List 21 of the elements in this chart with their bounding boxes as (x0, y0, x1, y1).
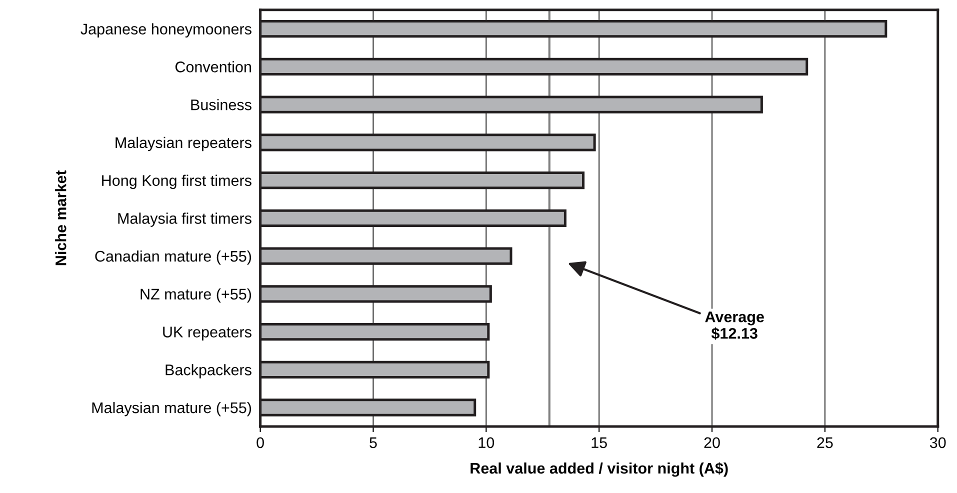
y-axis-title: Niche market (55, 170, 66, 266)
y-tick-label: NZ mature (+55) (140, 288, 252, 303)
x-tick-label: 10 (478, 437, 494, 448)
x-axis-title: Real value added / visitor night (A$) (470, 462, 728, 477)
y-tick-label: Malaysian mature (+55) (92, 402, 252, 416)
y-tick-label: Canadian mature (+55) (95, 250, 252, 265)
y-tick-label: Malaysian repeaters (116, 136, 252, 152)
annotation: Average $12.13 (705, 312, 764, 340)
y-tick-label: UK repeaters (163, 326, 252, 340)
y-tick-label: Convention (175, 61, 251, 72)
y-tick-label: Malaysia first timers (118, 212, 252, 227)
y-tick-label: Business (191, 99, 252, 110)
x-tick-label: 5 (370, 437, 377, 448)
x-tick-label: 0 (256, 437, 264, 448)
y-tick-label: Backpackers (166, 364, 252, 378)
x-tick-label: 30 (930, 437, 946, 448)
x-tick-label: 20 (704, 437, 720, 448)
x-tick-label: 15 (592, 437, 607, 448)
y-tick-label: Hong Kong first timers (102, 174, 252, 189)
y-tick-label: Japanese honeymooners (80, 23, 252, 38)
x-tick-label: 25 (817, 437, 833, 448)
